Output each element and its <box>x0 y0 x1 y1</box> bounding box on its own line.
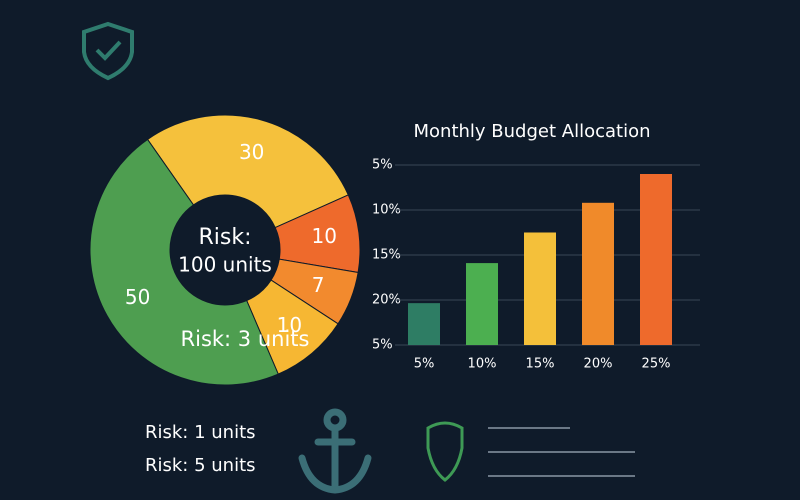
slice-label: 10 <box>277 313 302 337</box>
bar-title: Monthly Budget Allocation <box>414 121 651 142</box>
donut-hole <box>170 195 280 305</box>
x-tick-label: 10% <box>468 357 497 372</box>
slice-label: 7 <box>312 273 325 297</box>
bar <box>408 303 440 345</box>
x-tick-label: 15% <box>526 357 555 372</box>
slice-label: 30 <box>239 140 264 164</box>
annotation: Risk: 3 units <box>181 327 310 351</box>
bar <box>640 174 672 345</box>
y-tick-label: 10% <box>372 203 401 218</box>
text-lines-icon <box>488 427 635 477</box>
y-tick-label: 20% <box>372 293 401 308</box>
y-tick-label: 5% <box>372 158 393 173</box>
shield-icon <box>426 421 464 482</box>
bar <box>524 232 556 345</box>
shield-check-icon <box>82 21 134 81</box>
x-tick-label: 5% <box>414 357 435 372</box>
bar <box>582 202 614 345</box>
x-tick-label: 20% <box>584 357 613 372</box>
y-tick-label: 5% <box>372 338 393 353</box>
anchor-icon <box>298 408 372 494</box>
bar <box>466 263 498 345</box>
x-tick-label: 25% <box>642 357 671 372</box>
center-label: Risk: <box>198 225 251 250</box>
slice-label: 10 <box>311 224 336 248</box>
annotation: Risk: 1 units <box>145 422 256 443</box>
slice-label: 50 <box>125 285 150 309</box>
y-tick-label: 15% <box>372 248 401 263</box>
center-label: 100 units <box>178 253 272 277</box>
annotation: Risk: 5 units <box>145 455 256 476</box>
